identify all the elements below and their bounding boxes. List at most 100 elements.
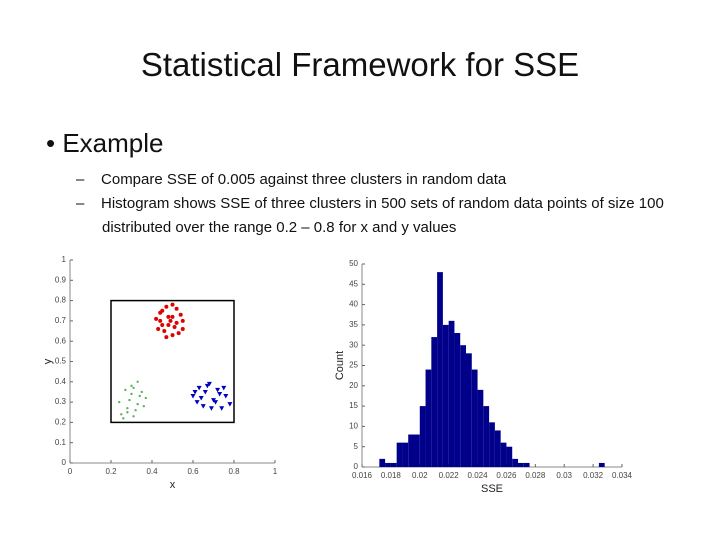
bar	[477, 389, 484, 467]
sub-bullet-text: Compare SSE of 0.005 against three clust…	[101, 171, 507, 188]
point	[140, 390, 143, 394]
point	[120, 413, 123, 416]
y-tick-label: 5	[354, 442, 359, 451]
y-tick-label: 45	[349, 279, 358, 288]
y-tick-label: 0.7	[55, 316, 67, 325]
y-tick-label: 0.5	[55, 357, 67, 366]
bar	[396, 442, 403, 467]
y-tick-label: 40	[349, 300, 358, 309]
sub-bullet: – Histogram shows SSE of three clusters …	[76, 195, 664, 236]
point	[202, 389, 208, 395]
point	[208, 406, 214, 411]
point	[136, 380, 139, 383]
point	[194, 400, 200, 405]
bar	[500, 442, 507, 467]
point	[178, 312, 183, 317]
point	[166, 314, 171, 319]
x-tick-label: 0.032	[583, 471, 604, 480]
y-tick-label: 15	[349, 401, 358, 410]
bar	[385, 462, 391, 467]
x-tick-label: 0.018	[381, 471, 402, 480]
bar	[494, 430, 501, 467]
point	[170, 302, 175, 307]
y-axis-label: y	[42, 358, 54, 364]
x-tick-label: 0.024	[468, 471, 489, 480]
point	[200, 404, 206, 409]
x-tick-label: 0.2	[105, 467, 117, 476]
bar	[437, 272, 443, 467]
y-tick-label: 50	[349, 259, 358, 268]
x-tick-label: 0.8	[228, 467, 240, 476]
y-tick-label: 1	[62, 255, 67, 264]
point	[168, 318, 173, 323]
point	[132, 415, 135, 418]
y-tick-label: 20	[349, 381, 358, 390]
point	[162, 329, 167, 334]
point	[154, 316, 159, 321]
point	[170, 333, 175, 338]
x-tick-label: 0.028	[525, 471, 546, 480]
bar	[431, 337, 438, 467]
bar	[419, 406, 426, 467]
point	[130, 392, 133, 396]
y-tick-label: 0	[62, 458, 67, 467]
x-tick-label: 0	[68, 467, 73, 476]
bar	[466, 353, 472, 467]
point	[122, 417, 125, 420]
bullet: • Example	[46, 128, 164, 158]
point	[136, 402, 139, 406]
bar	[442, 324, 449, 467]
point	[128, 398, 131, 402]
point	[170, 314, 175, 319]
y-tick-label: 0.2	[55, 418, 67, 427]
point	[174, 320, 179, 325]
bar	[379, 458, 386, 467]
bar	[523, 462, 530, 467]
point	[204, 383, 210, 389]
point	[198, 396, 204, 401]
x-tick-label: 0.026	[496, 471, 517, 480]
point	[156, 327, 161, 332]
point	[172, 324, 177, 329]
x-tick-label: 0.02	[412, 471, 428, 480]
point	[217, 391, 223, 397]
point	[190, 394, 196, 399]
x-tick-label: 0.022	[439, 471, 460, 480]
point	[213, 400, 219, 405]
y-tick-label: 0.9	[55, 275, 67, 284]
x-tick-label: 0.016	[352, 471, 373, 480]
point	[227, 402, 233, 407]
point	[124, 388, 127, 392]
y-tick-label: 0.3	[55, 397, 67, 406]
y-tick-label: 0.8	[55, 296, 67, 305]
sub-bullet-text: Histogram shows SSE of three clusters in…	[101, 195, 664, 236]
point	[142, 404, 145, 408]
y-tick-label: 25	[349, 361, 358, 370]
bar	[425, 369, 432, 467]
point	[118, 400, 121, 404]
point	[221, 385, 227, 391]
point	[160, 308, 165, 313]
bar	[408, 434, 414, 467]
x-tick-label: 0.6	[187, 467, 199, 476]
region-box	[110, 299, 235, 424]
sub-bullets: – Compare SSE of 0.005 against three clu…	[76, 168, 686, 240]
x-tick-label: 0.4	[146, 467, 158, 476]
bar	[512, 458, 518, 467]
y-tick-label: 0.6	[55, 336, 67, 345]
bar	[448, 320, 455, 467]
point	[176, 331, 181, 336]
x-tick-label: 0.034	[612, 471, 633, 480]
point	[138, 394, 141, 398]
point	[158, 318, 163, 323]
point	[164, 304, 169, 309]
bar	[414, 434, 420, 467]
bar	[471, 369, 478, 467]
sub-bullet: – Compare SSE of 0.005 against three clu…	[76, 171, 507, 188]
bar	[506, 446, 513, 467]
point	[223, 394, 229, 399]
y-tick-label: 0.4	[55, 377, 67, 386]
x-axis-label: x	[170, 479, 176, 491]
bar	[518, 462, 524, 467]
